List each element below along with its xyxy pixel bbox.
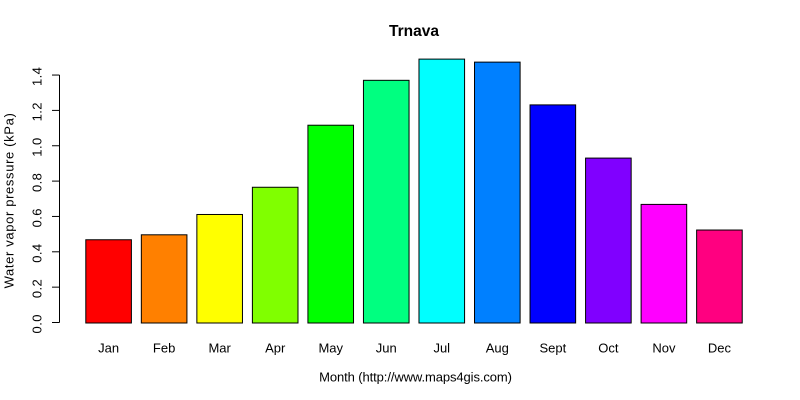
svg-text:Jan: Jan (98, 340, 119, 355)
svg-text:Jun: Jun (376, 340, 397, 355)
svg-text:0.0: 0.0 (30, 314, 45, 333)
svg-text:1.4: 1.4 (30, 67, 45, 86)
svg-text:0.4: 0.4 (30, 243, 45, 262)
svg-text:0.6: 0.6 (30, 208, 45, 227)
svg-text:Oct: Oct (598, 340, 619, 355)
svg-text:Feb: Feb (153, 340, 175, 355)
svg-text:Trnava: Trnava (389, 23, 439, 40)
svg-text:Mar: Mar (208, 340, 231, 355)
svg-text:0.2: 0.2 (30, 279, 45, 298)
svg-text:1.0: 1.0 (30, 137, 45, 156)
svg-text:Apr: Apr (265, 340, 286, 355)
svg-text:Nov: Nov (652, 340, 676, 355)
svg-text:0.8: 0.8 (30, 173, 45, 192)
svg-text:1.2: 1.2 (30, 102, 45, 121)
svg-text:May: May (318, 340, 343, 355)
svg-text:Sept: Sept (539, 340, 566, 355)
svg-text:Water vapor pressure (kPa): Water vapor pressure (kPa) (2, 113, 17, 289)
svg-text:Aug: Aug (486, 340, 509, 355)
svg-text:Jul: Jul (433, 340, 450, 355)
svg-text:Month (http://www.maps4gis.com: Month (http://www.maps4gis.com) (319, 370, 512, 385)
svg-text:Dec: Dec (708, 340, 732, 355)
